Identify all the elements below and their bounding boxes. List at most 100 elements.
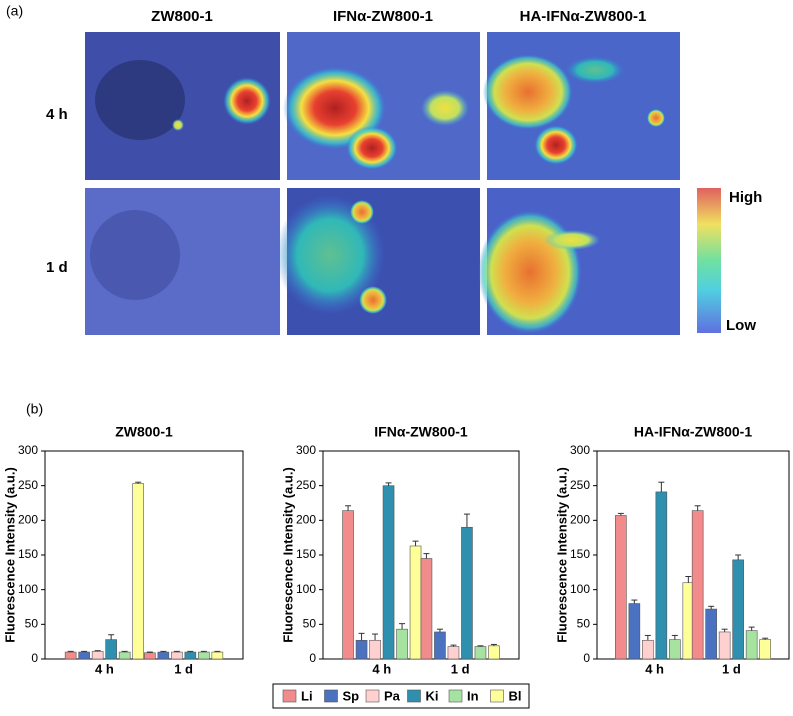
error-bar [399, 623, 406, 630]
y-tick-label: 250 [570, 478, 590, 492]
row-label: 1 d [46, 259, 68, 276]
x-tick-label: 4 h [372, 661, 391, 676]
error-bar [644, 634, 651, 641]
panel-label: (a) [6, 3, 23, 19]
bar [615, 515, 627, 660]
signal [359, 286, 387, 314]
bar [732, 559, 744, 660]
legend-label: In [467, 688, 479, 703]
y-tick-label: 100 [296, 582, 316, 596]
bar [91, 651, 104, 660]
bar [171, 651, 183, 660]
signal [172, 119, 184, 131]
bar [355, 639, 368, 660]
signal [223, 77, 271, 125]
panel-label: (b) [26, 401, 43, 417]
bar [105, 639, 117, 660]
error-bar [617, 512, 624, 516]
y-tick-label: 300 [18, 443, 38, 457]
error-bar [372, 633, 379, 641]
y-tick-label: 50 [25, 617, 39, 631]
legend-label: Li [301, 688, 313, 703]
image-grid [85, 32, 721, 335]
legend-label: Ki [426, 688, 439, 703]
error-bar [173, 650, 180, 653]
bar [211, 651, 224, 660]
error-bar [214, 650, 221, 653]
error-bar [94, 650, 101, 652]
error-bar [685, 575, 692, 583]
y-tick-label: 0 [583, 651, 590, 665]
x-tick-label: 1 d [451, 661, 470, 676]
error-bar [67, 650, 74, 653]
legend-label: Bl [509, 688, 522, 703]
bar [132, 483, 144, 660]
legend-swatch [448, 689, 463, 703]
column-title: HA-IFNα-ZW800-1 [520, 8, 647, 25]
error-bar [762, 637, 769, 640]
error-bar [671, 634, 678, 640]
signal [275, 195, 385, 315]
bar [488, 645, 500, 660]
error-bar [436, 628, 443, 632]
signal [346, 126, 398, 170]
colorbar [697, 188, 721, 333]
organ-shadow [95, 60, 185, 140]
signal [647, 109, 665, 127]
y-tick-label: 50 [303, 617, 317, 631]
error-bar [735, 554, 742, 560]
legend-swatch [407, 689, 421, 703]
signal [478, 210, 582, 334]
bar [118, 651, 131, 660]
bar [420, 558, 433, 660]
x-tick-label: 4 h [645, 661, 664, 676]
signal [565, 56, 625, 84]
chart-title: HA-IFNα-ZW800-1 [634, 424, 752, 440]
y-tick-label: 250 [18, 478, 38, 492]
bar [474, 646, 487, 660]
bar [745, 630, 758, 660]
bar [396, 628, 408, 660]
y-tick-label: 200 [296, 513, 316, 527]
legend-swatch [324, 689, 338, 703]
y-tick-label: 300 [570, 443, 590, 457]
error-bar [146, 651, 153, 653]
error-bar [658, 481, 665, 492]
bar [144, 652, 156, 660]
error-bar [345, 505, 352, 511]
y-tick-label: 150 [18, 547, 38, 561]
x-tick-label: 4 h [95, 661, 114, 676]
y-tick-label: 50 [577, 617, 591, 631]
signal [534, 125, 578, 165]
error-bar [135, 481, 142, 484]
legend-label: Sp [343, 688, 360, 703]
bar [382, 485, 395, 660]
error-bar [423, 553, 430, 559]
bar [759, 639, 771, 660]
bar [718, 631, 731, 660]
error-bar [450, 644, 457, 647]
signal [544, 230, 600, 250]
bar [642, 639, 654, 660]
bar [434, 631, 446, 660]
chart-title: ZW800-1 [115, 424, 173, 440]
legend-swatch [365, 689, 380, 703]
bar [655, 491, 668, 660]
organ-shadow [90, 210, 180, 300]
error-bar [708, 605, 715, 610]
bar [628, 603, 641, 660]
error-bar [200, 650, 207, 653]
error-bar [694, 505, 701, 511]
colorbar-label: High [729, 189, 762, 206]
y-tick-label: 100 [570, 582, 590, 596]
legend-swatch [490, 689, 504, 703]
legend-swatch [282, 689, 297, 703]
bar [184, 651, 197, 660]
bar [64, 651, 77, 660]
signal [350, 200, 374, 224]
bar [342, 510, 354, 660]
y-tick-label: 300 [296, 443, 316, 457]
y-tick-label: 0 [309, 651, 316, 665]
